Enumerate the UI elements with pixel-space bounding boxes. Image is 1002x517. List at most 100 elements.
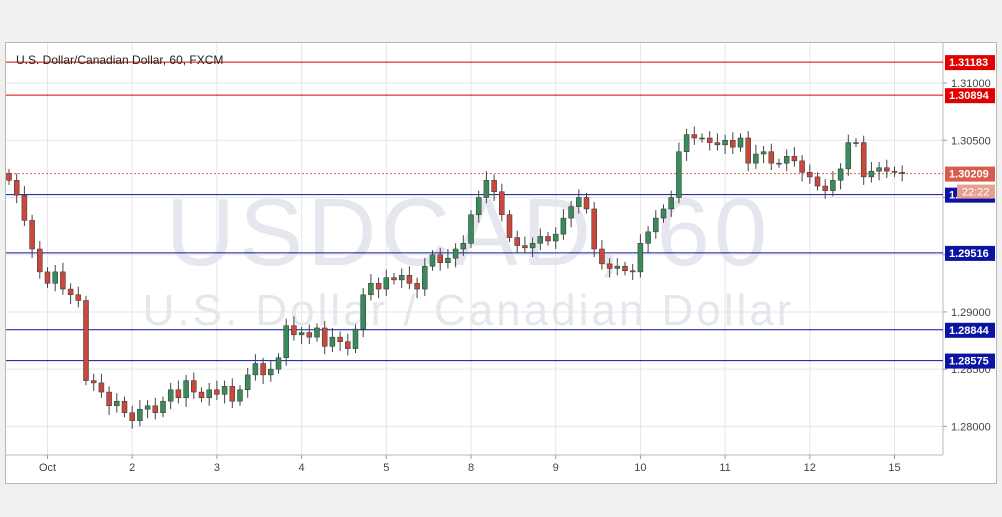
candle-body xyxy=(599,248,605,265)
candle-body xyxy=(237,389,243,402)
candle-body xyxy=(398,275,405,281)
candle-body xyxy=(753,153,759,164)
candle-body xyxy=(783,156,790,164)
candle-body xyxy=(183,380,189,399)
countdown-tag: 22:22 xyxy=(962,187,990,199)
candle-body xyxy=(375,283,382,290)
level-price-tag-bg xyxy=(945,245,995,261)
candle-body xyxy=(706,137,713,143)
candle-body xyxy=(6,173,12,181)
candle-body xyxy=(499,191,505,215)
candle-body xyxy=(776,162,782,165)
candle-body xyxy=(21,194,28,221)
candle-body xyxy=(514,237,520,246)
candle-body xyxy=(814,176,821,187)
candle-body xyxy=(845,142,852,170)
candle-body xyxy=(522,245,528,249)
candle-body xyxy=(191,380,197,393)
x-tick-label: Oct xyxy=(39,462,56,474)
candle-body xyxy=(52,271,58,284)
candle-body xyxy=(67,288,74,296)
candle-body xyxy=(275,357,282,370)
candle-body xyxy=(252,363,259,376)
candle-body xyxy=(98,382,105,393)
candle-body xyxy=(807,172,813,178)
candle-body xyxy=(891,170,898,173)
candle-body xyxy=(314,327,320,338)
candle-body xyxy=(306,332,313,338)
countdown-tag-bg xyxy=(957,184,995,199)
candle-body xyxy=(83,300,89,381)
candle-body xyxy=(175,389,182,399)
candle-body xyxy=(244,374,251,391)
candle-body xyxy=(44,271,51,284)
candle-body xyxy=(884,167,890,172)
candle-body xyxy=(152,405,159,413)
candle-body xyxy=(291,325,297,336)
candle-body xyxy=(791,156,798,162)
level-price-tag: 1.28844 xyxy=(949,325,990,337)
candle-body xyxy=(629,270,636,273)
y-tick-label: 1.29000 xyxy=(951,307,991,319)
candle-body xyxy=(229,386,236,402)
candle-body xyxy=(545,236,551,242)
x-tick-label: 11 xyxy=(719,462,730,474)
candle-body xyxy=(483,180,490,198)
candle-body xyxy=(568,206,574,219)
candle-body xyxy=(406,275,413,284)
level-price-tag: 1.29516 xyxy=(949,248,989,260)
level-price-tag: 1.28575 xyxy=(949,356,989,368)
candle-body xyxy=(799,160,805,173)
candle-body xyxy=(352,328,359,349)
candle-body xyxy=(129,412,135,421)
candle-body xyxy=(345,341,351,349)
candle-body xyxy=(822,185,828,191)
candle-body xyxy=(37,248,43,273)
candle-body xyxy=(137,408,143,421)
candle-body xyxy=(591,208,597,250)
candle-body xyxy=(29,220,35,250)
candle-body xyxy=(676,151,682,198)
candle-body xyxy=(475,197,482,215)
candle-body xyxy=(167,389,174,402)
candle-body xyxy=(668,197,674,210)
candle-body xyxy=(637,243,644,273)
y-tick-label: 1.30500 xyxy=(951,135,991,147)
candle-body xyxy=(622,265,628,271)
candle-body xyxy=(876,167,882,172)
candle-body xyxy=(760,151,767,155)
candle-body xyxy=(337,336,343,342)
candle-body xyxy=(437,254,443,263)
x-tick-label: 9 xyxy=(553,462,559,474)
candle-body xyxy=(730,140,736,148)
candle-body xyxy=(75,294,82,301)
candle-body xyxy=(121,400,128,413)
candle-body xyxy=(368,283,374,296)
candle-body xyxy=(691,134,698,139)
candle-body xyxy=(529,243,536,249)
candle-body xyxy=(660,208,667,219)
current-price-tag: 1.30209 xyxy=(949,169,989,181)
level-price-tag-bg xyxy=(945,55,995,71)
chart-frame xyxy=(5,42,997,484)
candle-body xyxy=(737,137,744,148)
candle-body xyxy=(260,363,266,376)
candle-body xyxy=(452,248,459,259)
x-tick-label: 4 xyxy=(299,462,305,474)
candle-body xyxy=(560,217,567,235)
candle-body xyxy=(699,137,705,140)
candle-body xyxy=(645,231,651,244)
candle-body xyxy=(837,168,844,181)
candle-body xyxy=(830,180,836,191)
candle-body xyxy=(422,265,428,290)
candle-body xyxy=(414,283,420,290)
candle-body xyxy=(653,217,659,233)
candle-body xyxy=(583,197,590,210)
candle-body xyxy=(329,336,336,347)
level-price-tag-bg xyxy=(945,353,995,369)
level-price-tag: 1.30894 xyxy=(949,90,990,102)
candle-body xyxy=(614,265,621,269)
candle-body xyxy=(853,142,859,144)
candle-body xyxy=(768,151,775,164)
